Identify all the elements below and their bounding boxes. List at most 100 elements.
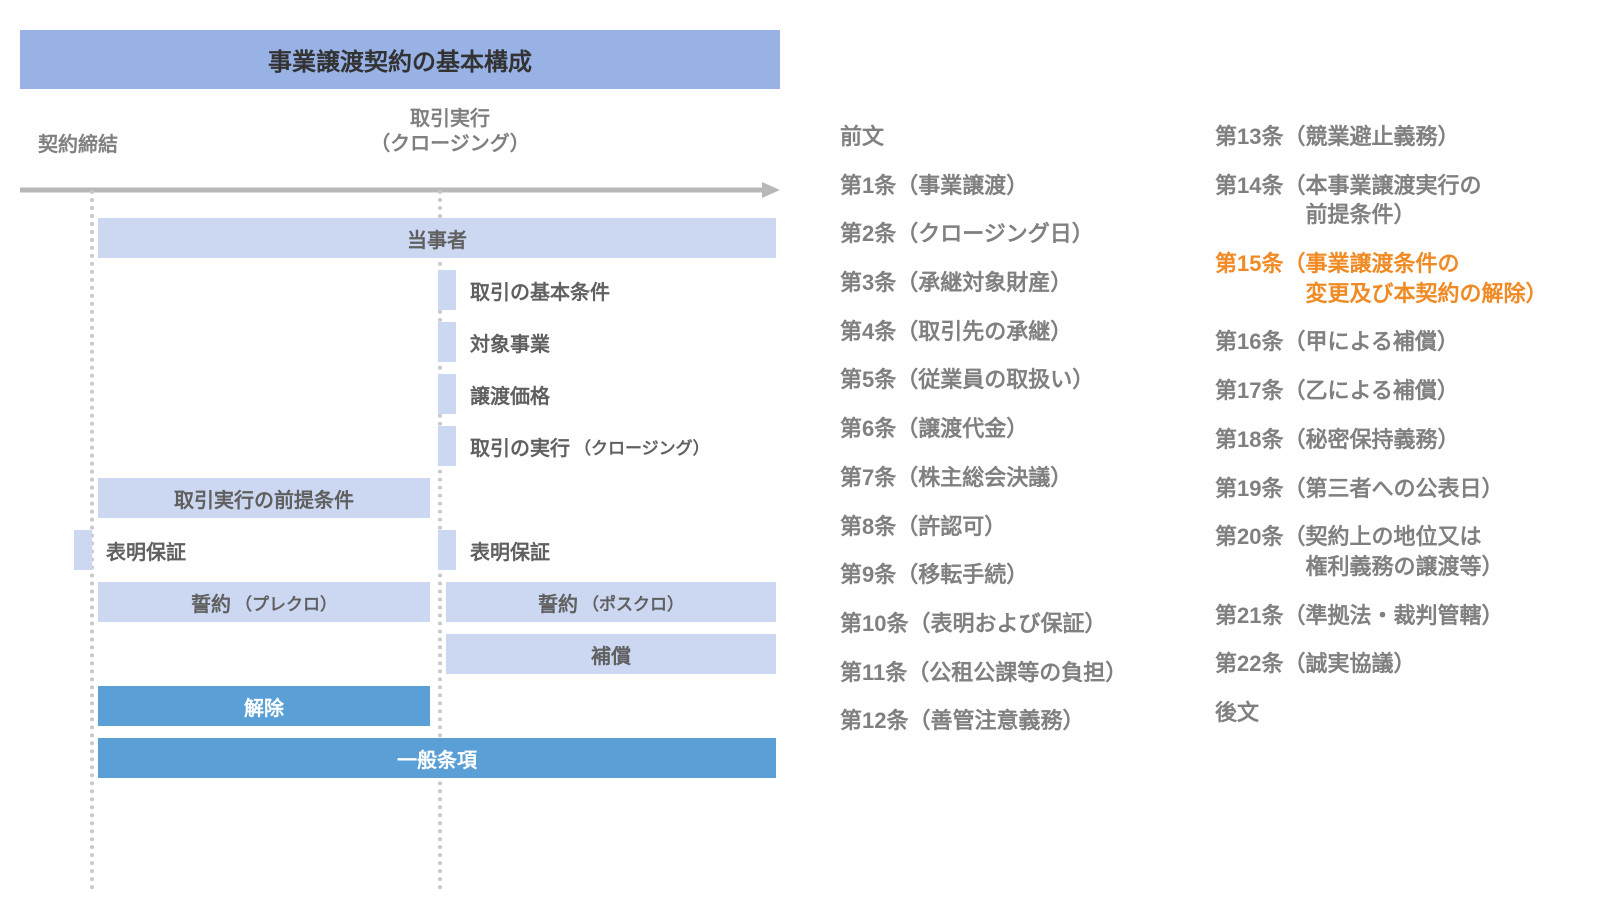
article-head: 第7条	[840, 463, 896, 493]
bar-12: 一般条項	[98, 738, 776, 778]
articles-column-right: 第13条（競業避止義務）第14条（本事業譲渡実行の 前提条件）第15条（事業譲渡…	[1215, 122, 1570, 736]
bar-8: 誓約（プレクロ）	[98, 582, 430, 622]
article-body: （承継対象財産）	[896, 268, 1195, 298]
bar-label: 一般条項	[397, 744, 477, 773]
articles-panel: 前文第1条（事業譲渡）第2条（クロージング日）第3条（承継対象財産）第4条（取引…	[840, 122, 1580, 736]
article-row: 第11条（公租公課等の負担）	[840, 658, 1195, 688]
article-row: 第8条（許認可）	[840, 512, 1195, 542]
article-head: 第8条	[840, 512, 896, 542]
article-row: 第3条（承継対象財産）	[840, 268, 1195, 298]
bar-label: 誓約	[538, 588, 578, 617]
bar-stub-3: 譲渡価格	[438, 374, 550, 414]
timeline-label-right-line2: （クロージング）	[370, 133, 530, 155]
bar-stub-4: 取引の実行（クロージング）	[438, 426, 710, 466]
bar-stub-box	[438, 270, 456, 310]
article-head: 第9条	[840, 560, 896, 590]
bar-11: 解除	[98, 686, 430, 726]
article-row: 第7条（株主総会決議）	[840, 463, 1195, 493]
timeline-label-right-line1: 取引実行	[410, 108, 490, 130]
article-body: （クロージング日）	[896, 219, 1195, 249]
bar-stub-6: 表明保証	[74, 530, 186, 570]
article-body: （誠実協議）	[1283, 649, 1570, 679]
bar-stub-box	[438, 426, 456, 466]
bar-sublabel: （クロージング）	[574, 434, 710, 459]
article-row: 第17条（乙による補償）	[1215, 376, 1570, 406]
article-body: （株主総会決議）	[896, 463, 1195, 493]
bar-label: 表明保証	[470, 536, 550, 565]
article-row: 第5条（従業員の取扱い）	[840, 365, 1195, 395]
article-row: 第6条（譲渡代金）	[840, 414, 1195, 444]
article-body: （従業員の取扱い）	[896, 365, 1195, 395]
bar-stub-box	[438, 322, 456, 362]
article-body: （乙による補償）	[1283, 376, 1570, 406]
article-head: 第20条	[1215, 522, 1283, 581]
bar-9: 誓約（ポスクロ）	[446, 582, 776, 622]
article-head: 第16条	[1215, 327, 1283, 357]
timeline-labels: 契約締結 取引実行 （クロージング）	[20, 107, 800, 165]
article-row: 第15条（事業譲渡条件の 変更及び本契約の解除）	[1215, 249, 1570, 308]
article-head: 第14条	[1215, 171, 1283, 230]
article-row: 第14条（本事業譲渡実行の 前提条件）	[1215, 171, 1570, 230]
article-body: （移転手続）	[896, 560, 1195, 590]
article-head: 第11条	[840, 658, 907, 688]
article-body: （甲による補償）	[1283, 327, 1570, 357]
article-row: 第21条（準拠法・裁判管轄）	[1215, 601, 1570, 631]
bar-stub-1: 取引の基本条件	[438, 270, 610, 310]
article-head: 第1条	[840, 171, 896, 201]
article-body: （表明および保証）	[908, 609, 1195, 639]
article-head: 第19条	[1215, 474, 1283, 504]
article-body: （準拠法・裁判管轄）	[1283, 601, 1570, 631]
bar-label: 対象事業	[470, 328, 550, 357]
bar-label: 当事者	[407, 224, 467, 253]
article-row: 前文	[840, 122, 1195, 152]
article-row: 第20条（契約上の地位又は 権利義務の譲渡等）	[1215, 522, 1570, 581]
bar-stub-box	[74, 530, 92, 570]
bar-stub-2: 対象事業	[438, 322, 550, 362]
timeline-label-left: 契約締結	[38, 133, 118, 158]
article-row: 第12条（善管注意義務）	[840, 706, 1195, 736]
article-body: （許認可）	[896, 512, 1195, 542]
bar-0: 当事者	[98, 218, 776, 258]
article-row: 第2条（クロージング日）	[840, 219, 1195, 249]
article-body: （取引先の承継）	[896, 317, 1195, 347]
article-body: （第三者への公表日）	[1283, 474, 1570, 504]
article-row: 第16条（甲による補償）	[1215, 327, 1570, 357]
article-row: 後文	[1215, 698, 1570, 728]
article-body: （本事業譲渡実行の 前提条件）	[1283, 171, 1570, 230]
article-body: （事業譲渡条件の 変更及び本契約の解除）	[1283, 249, 1570, 308]
article-row: 第18条（秘密保持義務）	[1215, 425, 1570, 455]
article-head: 第12条	[840, 706, 908, 736]
article-row: 第10条（表明および保証）	[840, 609, 1195, 639]
bar-stub-box	[438, 530, 456, 570]
article-row: 第13条（競業避止義務）	[1215, 122, 1570, 152]
article-head: 第18条	[1215, 425, 1283, 455]
article-body: （契約上の地位又は 権利義務の譲渡等）	[1283, 522, 1570, 581]
bar-label: 取引実行の前提条件	[174, 484, 354, 513]
bar-stub-box	[438, 374, 456, 414]
timeline-label-right: 取引実行 （クロージング）	[350, 107, 550, 157]
bar-sublabel: （ポスクロ）	[582, 590, 684, 615]
bar-label: 取引の実行	[470, 432, 570, 461]
article-row: 第1条（事業譲渡）	[840, 171, 1195, 201]
bar-label: 補償	[591, 640, 631, 669]
article-body: （譲渡代金）	[896, 414, 1195, 444]
article-row: 第19条（第三者への公表日）	[1215, 474, 1570, 504]
timeline-arrow	[20, 180, 780, 200]
article-body: （事業譲渡）	[896, 171, 1195, 201]
article-head: 第4条	[840, 317, 896, 347]
article-head: 第21条	[1215, 601, 1283, 631]
article-row: 第4条（取引先の承継）	[840, 317, 1195, 347]
article-head: 第2条	[840, 219, 896, 249]
article-head: 第6条	[840, 414, 896, 444]
bar-label: 取引の基本条件	[470, 276, 610, 305]
article-head: 第22条	[1215, 649, 1283, 679]
bar-stub-7: 表明保証	[438, 530, 550, 570]
article-head: 第10条	[840, 609, 908, 639]
bar-label: 表明保証	[106, 536, 186, 565]
article-head: 前文	[840, 122, 884, 152]
article-head: 第13条	[1215, 122, 1283, 152]
article-body: （競業避止義務）	[1283, 122, 1570, 152]
article-head: 第17条	[1215, 376, 1283, 406]
bar-label: 解除	[244, 692, 284, 721]
bar-sublabel: （プレクロ）	[235, 590, 337, 615]
